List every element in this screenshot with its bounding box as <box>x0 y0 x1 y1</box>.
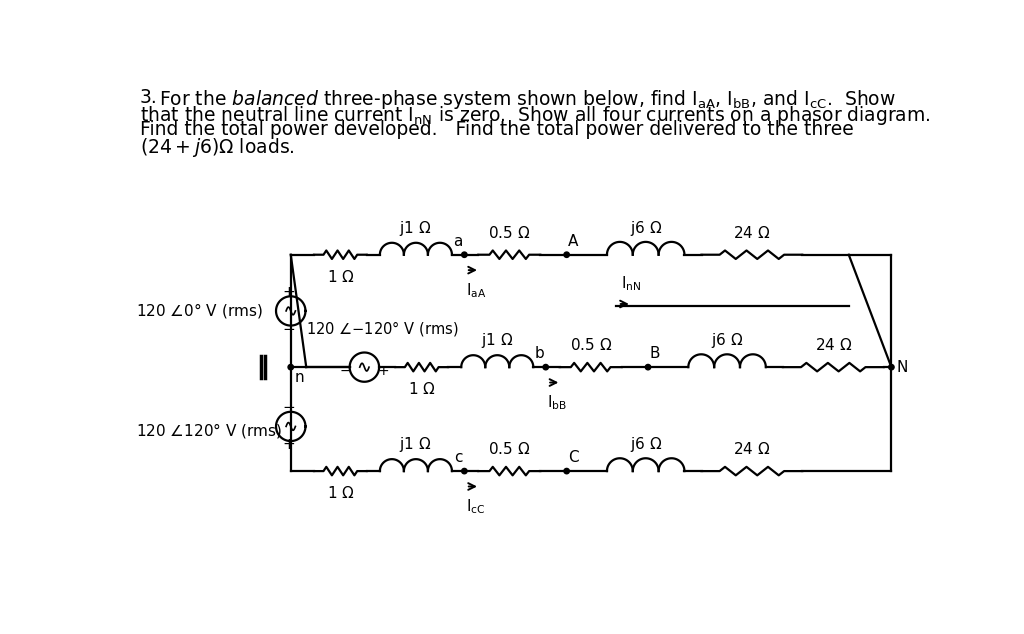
Text: −: − <box>339 364 351 378</box>
Text: I$_{\mathrm{aA}}$: I$_{\mathrm{aA}}$ <box>466 281 486 300</box>
Text: j6 $\Omega$: j6 $\Omega$ <box>711 331 743 350</box>
Circle shape <box>889 365 894 370</box>
Text: a: a <box>454 233 463 249</box>
Text: j6 $\Omega$: j6 $\Omega$ <box>630 435 662 454</box>
Text: b: b <box>535 346 544 361</box>
Text: 24 $\Omega$: 24 $\Omega$ <box>733 441 771 457</box>
Text: $(24+j6)\Omega$ loads.: $(24+j6)\Omega$ loads. <box>139 136 294 159</box>
Text: B: B <box>649 346 660 361</box>
Text: A: A <box>568 233 579 249</box>
Text: C: C <box>568 450 579 465</box>
Text: j1 $\Omega$: j1 $\Omega$ <box>399 435 432 454</box>
Text: −: − <box>282 401 295 415</box>
Circle shape <box>543 365 549 370</box>
Circle shape <box>462 252 467 257</box>
Text: +: + <box>378 364 389 378</box>
Circle shape <box>288 365 294 370</box>
Circle shape <box>645 365 650 370</box>
Text: Find the total power developed.   Find the total power delivered to the three: Find the total power developed. Find the… <box>139 120 853 139</box>
Circle shape <box>564 469 569 474</box>
Text: 3.: 3. <box>139 87 158 107</box>
Circle shape <box>462 469 467 474</box>
Text: +: + <box>282 437 295 453</box>
Text: j1 $\Omega$: j1 $\Omega$ <box>481 331 513 350</box>
Text: n: n <box>295 370 304 385</box>
Text: For the $\mathit{balanced}$ three-phase system shown below, find I$_{\mathrm{aA}: For the $\mathit{balanced}$ three-phase … <box>159 87 896 110</box>
Text: 1 $\Omega$: 1 $\Omega$ <box>327 269 354 285</box>
Text: j1 $\Omega$: j1 $\Omega$ <box>399 219 432 238</box>
Text: 24 $\Omega$: 24 $\Omega$ <box>733 225 771 241</box>
Text: +: + <box>282 285 295 300</box>
Text: 1 $\Omega$: 1 $\Omega$ <box>408 381 435 397</box>
Text: 120 $\angle$120° V (rms): 120 $\angle$120° V (rms) <box>136 421 282 440</box>
Text: 120 $\angle$$-$120° V (rms): 120 $\angle$$-$120° V (rms) <box>306 319 459 338</box>
Text: I$_{\mathrm{bB}}$: I$_{\mathrm{bB}}$ <box>547 393 567 412</box>
Text: 24 $\Omega$: 24 $\Omega$ <box>814 337 852 353</box>
Text: N: N <box>897 359 908 375</box>
Text: I$_{\mathrm{nN}}$: I$_{\mathrm{nN}}$ <box>621 275 641 293</box>
Text: −: − <box>282 322 295 337</box>
Text: 0.5 $\Omega$: 0.5 $\Omega$ <box>488 225 530 241</box>
Text: 120 $\angle$0° V (rms): 120 $\angle$0° V (rms) <box>136 301 262 320</box>
Text: c: c <box>455 450 463 465</box>
Text: that the neutral line current I$_{\mathrm{nN}}$ is zero.  Show all four currents: that the neutral line current I$_{\mathr… <box>139 104 930 127</box>
Text: 0.5 $\Omega$: 0.5 $\Omega$ <box>488 441 530 457</box>
Text: 1 $\Omega$: 1 $\Omega$ <box>327 485 354 501</box>
Text: j6 $\Omega$: j6 $\Omega$ <box>630 219 662 238</box>
Text: I$_{\mathrm{cC}}$: I$_{\mathrm{cC}}$ <box>466 497 485 516</box>
Circle shape <box>564 252 569 257</box>
Text: 0.5 $\Omega$: 0.5 $\Omega$ <box>569 337 611 353</box>
